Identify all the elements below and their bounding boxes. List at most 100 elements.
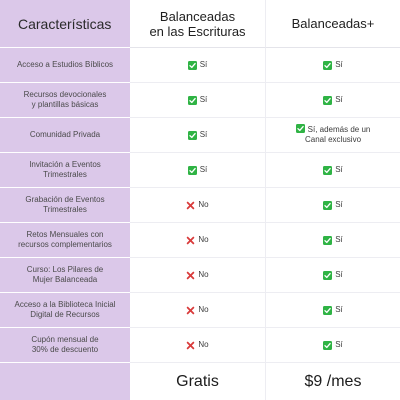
feature-label-line2: y plantillas básicas bbox=[31, 100, 99, 109]
plan2-value-cell: Sí bbox=[265, 293, 400, 328]
check-icon bbox=[323, 235, 333, 245]
feature-label: Acceso a la Biblioteca Inicial Digital de… bbox=[15, 300, 116, 320]
plan2-value: Sí bbox=[323, 305, 343, 315]
plan1-title-line1: Balanceadas bbox=[159, 8, 236, 24]
check-icon bbox=[323, 200, 333, 210]
plan1-value: Sí bbox=[187, 165, 208, 175]
check-icon bbox=[323, 340, 333, 350]
plan2-value-cell: Sí bbox=[265, 83, 400, 118]
cross-icon bbox=[186, 306, 195, 315]
plan2-value: Sí bbox=[323, 340, 343, 350]
plan1-price: Gratis bbox=[130, 363, 265, 400]
plan1-value-cell: No bbox=[130, 188, 265, 223]
feature-label-line1: Retos Mensuales con bbox=[26, 230, 104, 239]
check-icon bbox=[295, 124, 305, 134]
plan2-value: Sí bbox=[323, 60, 343, 70]
check-icon bbox=[323, 95, 333, 105]
feature-label-line2: 30% de descuento bbox=[31, 345, 99, 354]
plan1-value: No bbox=[186, 270, 209, 280]
feature-label: Acceso a Estudios Bíblicos bbox=[17, 60, 113, 70]
feature-cell: Invitación a Eventos Trimestrales bbox=[0, 153, 130, 188]
plan2-value-text-line2: Canal exclusivo bbox=[304, 135, 362, 144]
feature-cell: Retos Mensuales con recursos complementar… bbox=[0, 223, 130, 258]
plan2-value-text: Sí bbox=[335, 165, 343, 174]
feature-cell: Curso: Los Pilares de Mujer Balanceada bbox=[0, 258, 130, 293]
feature-cell: Cupón mensual de 30% de descuento bbox=[0, 328, 130, 363]
plan1-value: No bbox=[186, 340, 209, 350]
feature-label: Grabación de Eventos Trimestrales bbox=[25, 195, 104, 215]
feature-cell: Acceso a la Biblioteca Inicial Digital de… bbox=[0, 293, 130, 328]
plan2-value-cell: Sí bbox=[265, 328, 400, 363]
plan2-value: Sí bbox=[323, 270, 343, 280]
plan2-value-cell: Sí bbox=[265, 48, 400, 83]
plan2-price: $9 /mes bbox=[265, 363, 400, 400]
check-icon bbox=[187, 130, 197, 140]
feature-label: Invitación a Eventos Trimestrales bbox=[29, 160, 101, 180]
feature-cell: Recursos devocionales y plantillas básica… bbox=[0, 83, 130, 118]
feature-label-line2: Trimestrales bbox=[43, 170, 87, 179]
features-column-header: Características bbox=[0, 0, 130, 48]
plan1-value: Sí bbox=[187, 95, 208, 105]
features-column-footer bbox=[0, 363, 130, 400]
plan1-value-cell: Sí bbox=[130, 48, 265, 83]
check-icon bbox=[323, 60, 333, 70]
plan1-value-text: Sí bbox=[199, 130, 208, 139]
plan2-column-header: Balanceadas+ bbox=[265, 0, 400, 48]
plan1-value: No bbox=[186, 305, 209, 315]
plan1-value-text: Sí bbox=[199, 165, 208, 174]
cross-icon bbox=[186, 236, 195, 245]
feature-label-line1: Recursos devocionales bbox=[23, 90, 107, 99]
plan2-value: Sí bbox=[323, 200, 343, 210]
plan1-value-cell: No bbox=[130, 258, 265, 293]
feature-label: Comunidad Privada bbox=[30, 130, 100, 140]
check-icon bbox=[187, 95, 197, 105]
feature-cell: Comunidad Privada bbox=[0, 118, 130, 153]
feature-label-line2: recursos complementarios bbox=[18, 240, 112, 249]
check-icon bbox=[323, 305, 333, 315]
feature-label-line1: Acceso a Estudios Bíblicos bbox=[16, 60, 114, 69]
feature-label-line1: Invitación a Eventos bbox=[29, 160, 101, 169]
cross-icon bbox=[186, 201, 195, 210]
plan1-value-text: No bbox=[198, 305, 209, 314]
plan1-column-header: Balanceadas en las Escrituras bbox=[130, 0, 265, 48]
plan1-value-text: Sí bbox=[199, 60, 208, 69]
feature-label: Retos Mensuales con recursos complementar… bbox=[18, 230, 112, 250]
plan1-value: Sí bbox=[187, 60, 208, 70]
plan2-title: Balanceadas+ bbox=[291, 16, 375, 31]
plan1-value: No bbox=[186, 235, 209, 245]
plan1-value-text: No bbox=[198, 270, 209, 279]
plan2-value-text: Sí bbox=[335, 305, 343, 314]
plan1-value-text: No bbox=[198, 200, 209, 209]
plan2-value-text: Sí bbox=[335, 270, 343, 279]
feature-label-line2: Trimestrales bbox=[43, 205, 87, 214]
cross-icon bbox=[186, 271, 195, 280]
plan1-value-cell: Sí bbox=[130, 83, 265, 118]
check-icon bbox=[323, 270, 333, 280]
plan1-value-text: No bbox=[198, 235, 209, 244]
plan2-value-cell: Sí bbox=[265, 258, 400, 293]
plan1-value-text: Sí bbox=[199, 95, 208, 104]
plan1-title-line2: en las Escrituras bbox=[149, 23, 246, 39]
plan1-value: Sí bbox=[187, 130, 208, 140]
check-icon bbox=[187, 60, 197, 70]
feature-label: Recursos devocionales y plantillas básica… bbox=[24, 90, 107, 110]
plan1-value-cell: Sí bbox=[130, 153, 265, 188]
plan2-value: Sí bbox=[323, 95, 343, 105]
plan1-title: Balanceadas en las Escrituras bbox=[149, 9, 245, 39]
plan2-value-cell: Sí, además de un Canal exclusivo bbox=[265, 118, 400, 153]
feature-label-line1: Acceso a la Biblioteca Inicial bbox=[14, 300, 116, 309]
feature-label-line2: Mujer Balanceada bbox=[32, 275, 98, 284]
features-title: Características bbox=[18, 15, 112, 32]
feature-label-line1: Comunidad Privada bbox=[29, 130, 101, 139]
check-icon bbox=[187, 165, 197, 175]
plan2-value: Sí bbox=[323, 165, 343, 175]
plan1-value-cell: No bbox=[130, 223, 265, 258]
plan2-value-text: Sí bbox=[335, 235, 343, 244]
plan2-value-text: Sí bbox=[335, 95, 343, 104]
plan2-value-cell: Sí bbox=[265, 153, 400, 188]
check-icon bbox=[323, 165, 333, 175]
cross-icon bbox=[186, 341, 195, 350]
plan2-value-text: Sí bbox=[335, 340, 343, 349]
plan2-value-cell: Sí bbox=[265, 188, 400, 223]
